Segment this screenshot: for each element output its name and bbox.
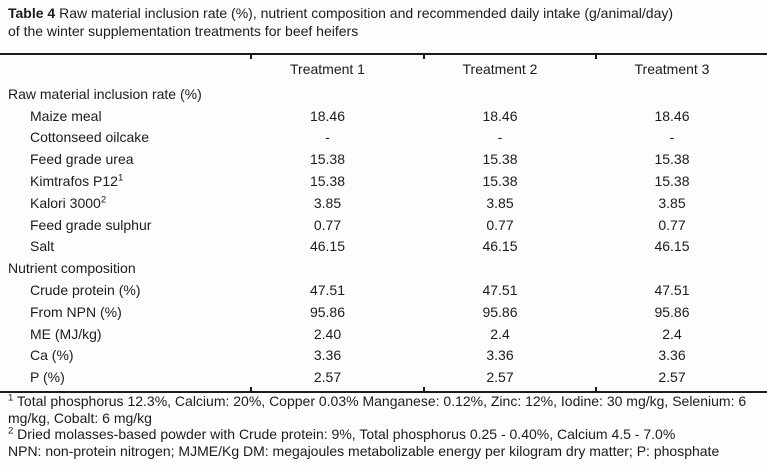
column-header-treatment-3: Treatment 3 bbox=[634, 61, 710, 77]
row-value: 47.51 bbox=[654, 282, 690, 299]
row-label: Salt bbox=[30, 238, 55, 255]
row-value: 95.86 bbox=[654, 303, 690, 320]
item-row: Crude protein (%) 47.51 47.51 47.51 bbox=[0, 279, 767, 301]
item-row: P (%) 2.57 2.57 2.57 bbox=[0, 366, 767, 388]
column-tick bbox=[423, 55, 425, 59]
table-bottom-rule bbox=[0, 387, 767, 394]
column-tick bbox=[595, 387, 597, 392]
item-row: Kalori 30002 3.85 3.85 3.85 bbox=[0, 192, 767, 214]
row-value: 0.77 bbox=[658, 216, 686, 233]
row-value: 46.15 bbox=[482, 238, 518, 255]
row-label: Feed grade sulphur bbox=[30, 216, 152, 233]
row-value: 46.15 bbox=[309, 238, 346, 255]
row-value: 0.77 bbox=[486, 216, 514, 233]
row-value: 3.36 bbox=[486, 347, 514, 364]
row-value: 3.85 bbox=[486, 194, 514, 211]
table-top-rule bbox=[0, 53, 767, 59]
row-label: Cottonseed oilcake bbox=[30, 129, 150, 146]
section-row: Nutrient composition bbox=[0, 257, 767, 279]
row-value: 46.15 bbox=[654, 238, 690, 255]
row-value: 95.86 bbox=[482, 303, 518, 320]
row-value: 2.57 bbox=[313, 369, 342, 386]
footnote-marker: 2 bbox=[8, 425, 14, 437]
column-tick bbox=[250, 387, 252, 392]
item-row: Ca (%) 3.36 3.36 3.36 bbox=[0, 345, 767, 367]
row-value: - bbox=[497, 129, 503, 146]
row-value: 15.38 bbox=[654, 173, 690, 190]
table-footnotes: 1 Total phosphorus 12.3%, Calcium: 20%, … bbox=[8, 393, 764, 459]
footnote: NPN: non-protein nitrogen; MJME/Kg DM: m… bbox=[8, 442, 720, 459]
row-value: 3.36 bbox=[658, 347, 686, 364]
table-header-row: Treatment 1 Treatment 2 Treatment 3 bbox=[0, 55, 767, 83]
column-tick bbox=[250, 55, 252, 59]
column-header-treatment-1: Treatment 1 bbox=[290, 61, 365, 77]
row-value: 47.51 bbox=[309, 282, 346, 299]
column-header-treatment-2: Treatment 2 bbox=[462, 61, 538, 77]
row-value: 18.46 bbox=[654, 107, 690, 124]
row-value: 3.85 bbox=[313, 194, 342, 211]
row-label: Crude protein (%) bbox=[30, 282, 141, 299]
item-row: Kimtrafos P121 15.38 15.38 15.38 bbox=[0, 170, 767, 192]
column-tick bbox=[595, 55, 597, 59]
item-row: Salt 46.15 46.15 46.15 bbox=[0, 236, 767, 258]
row-value: 18.46 bbox=[482, 107, 518, 124]
column-tick bbox=[423, 387, 425, 392]
table-body: Raw material inclusion rate (%) Maize mea… bbox=[0, 83, 767, 391]
row-value: 2.4 bbox=[662, 325, 682, 342]
row-value: 47.51 bbox=[482, 282, 518, 299]
item-row: Maize meal 18.46 18.46 18.46 bbox=[0, 105, 767, 127]
row-value: 18.46 bbox=[309, 107, 346, 124]
row-value: 2.4 bbox=[490, 325, 510, 342]
item-row: From NPN (%) 95.86 95.86 95.86 bbox=[0, 301, 767, 323]
row-label: Nutrient composition bbox=[8, 260, 136, 277]
row-value: 95.86 bbox=[309, 303, 346, 320]
row-label: P (%) bbox=[30, 369, 65, 386]
row-value: 3.36 bbox=[313, 347, 342, 364]
row-label: From NPN (%) bbox=[30, 303, 122, 320]
table-number: Table 4 bbox=[8, 5, 56, 21]
caption-line-2: of the winter supplementation treatments… bbox=[8, 22, 359, 39]
section-row: Raw material inclusion rate (%) bbox=[0, 83, 767, 105]
caption-text: Raw material inclusion rate (%), nutrien… bbox=[55, 5, 674, 21]
row-value: - bbox=[325, 129, 330, 146]
row-value: 15.38 bbox=[654, 151, 690, 168]
footnote-marker: 1 bbox=[117, 172, 124, 184]
row-value: 2.40 bbox=[313, 325, 342, 342]
footnote: 2 Dried molasses-based powder with Crude… bbox=[8, 425, 676, 443]
footnote-marker: 2 bbox=[100, 194, 107, 206]
data-table: Treatment 1 Treatment 2 Treatment 3 Raw … bbox=[0, 53, 767, 394]
row-label: Kimtrafos P121 bbox=[30, 172, 124, 190]
row-value: 15.38 bbox=[309, 173, 346, 190]
footnote: 1 Total phosphorus 12.3%, Calcium: 20%, … bbox=[8, 392, 747, 426]
row-label: Feed grade urea bbox=[30, 151, 134, 168]
item-row: Cottonseed oilcake - - - bbox=[0, 127, 767, 149]
item-row: Feed grade sulphur 0.77 0.77 0.77 bbox=[0, 214, 767, 236]
row-value: 15.38 bbox=[482, 151, 518, 168]
row-label: Raw material inclusion rate (%) bbox=[8, 85, 202, 102]
row-value: 15.38 bbox=[482, 173, 518, 190]
row-value: - bbox=[669, 129, 675, 146]
row-value: 2.57 bbox=[486, 369, 514, 386]
item-row: ME (MJ/kg) 2.40 2.4 2.4 bbox=[0, 323, 767, 345]
item-row: Feed grade urea 15.38 15.38 15.38 bbox=[0, 148, 767, 170]
row-label: Kalori 30002 bbox=[30, 194, 107, 211]
row-value: 0.77 bbox=[313, 216, 342, 233]
caption-line-1: Table 4 Raw material inclusion rate (%),… bbox=[8, 5, 764, 23]
footnote-marker: 1 bbox=[8, 392, 14, 404]
row-value: 3.85 bbox=[658, 194, 686, 211]
row-label: Ca (%) bbox=[30, 347, 74, 364]
row-label: ME (MJ/kg) bbox=[30, 325, 102, 342]
table-caption: Table 4 Raw material inclusion rate (%),… bbox=[8, 5, 764, 40]
row-value: 15.38 bbox=[309, 151, 346, 168]
row-label: Maize meal bbox=[30, 107, 102, 124]
row-value: 2.57 bbox=[658, 369, 686, 386]
